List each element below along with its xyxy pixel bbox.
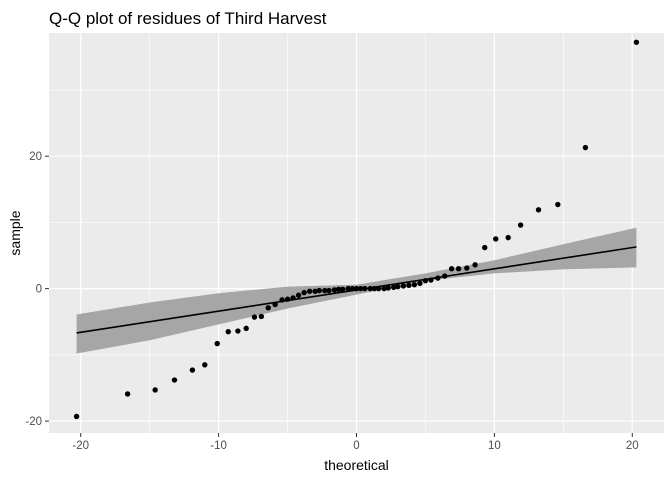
data-points: [73, 39, 640, 420]
data-point: [555, 201, 561, 208]
data-point: [265, 305, 271, 311]
data-point: [472, 262, 478, 268]
y-axis-ticks: -20 0 20: [25, 151, 49, 428]
y-tick-label: 20: [29, 151, 42, 163]
data-point: [290, 295, 296, 301]
x-tick-label: 10: [488, 440, 501, 452]
data-point: [301, 289, 307, 296]
data-point: [214, 340, 220, 347]
chart-title: Q-Q plot of residues of Third Harvest: [49, 9, 327, 28]
y-tick-label: -20: [25, 416, 42, 428]
x-tick-label: 20: [626, 440, 639, 452]
data-point: [505, 234, 511, 241]
data-point: [422, 277, 429, 284]
data-point: [340, 286, 346, 292]
data-point: [391, 284, 397, 291]
data-point: [482, 244, 488, 251]
data-point: [258, 313, 265, 320]
data-point: [395, 283, 401, 290]
y-axis-title: sample: [7, 210, 23, 255]
data-point: [582, 144, 589, 151]
data-point: [312, 288, 318, 294]
data-point: [331, 287, 338, 293]
data-point: [272, 301, 278, 308]
data-point: [316, 287, 322, 294]
x-tick-label: 0: [353, 440, 359, 452]
data-point: [357, 285, 364, 292]
data-point: [464, 265, 470, 271]
data-point: [349, 285, 356, 292]
data-point: [235, 328, 241, 334]
data-point: [335, 286, 342, 292]
x-tick-label: -10: [210, 440, 227, 452]
data-point: [279, 297, 285, 303]
data-point: [284, 296, 291, 302]
x-axis-title: theoretical: [324, 457, 389, 473]
data-point: [345, 285, 351, 292]
y-tick-label: 0: [36, 284, 42, 296]
data-point: [322, 287, 328, 294]
data-point: [353, 285, 360, 292]
data-point: [633, 39, 640, 45]
data-point: [400, 283, 407, 289]
data-point: [171, 377, 178, 383]
data-point: [442, 273, 448, 279]
data-point: [326, 287, 332, 294]
data-point: [428, 277, 434, 283]
data-point: [225, 328, 231, 335]
data-point: [535, 207, 542, 213]
x-tick-label: -20: [72, 440, 89, 452]
data-point: [435, 275, 441, 281]
data-point: [306, 288, 313, 294]
data-point: [381, 285, 387, 292]
data-point: [406, 282, 412, 289]
data-point: [152, 387, 158, 393]
data-point: [202, 362, 208, 368]
data-point: [73, 413, 80, 420]
data-point: [411, 281, 418, 288]
x-axis-ticks: -20 -10 0 10 20: [72, 433, 639, 452]
data-point: [448, 266, 455, 272]
data-point: [417, 280, 423, 287]
data-point: [371, 285, 378, 292]
data-point: [124, 391, 131, 397]
data-point: [362, 285, 368, 292]
data-point: [455, 266, 462, 272]
data-point: [295, 292, 302, 298]
data-point: [385, 285, 391, 291]
data-point: [251, 314, 258, 320]
data-point: [367, 285, 373, 292]
data-point: [493, 236, 499, 242]
data-point: [189, 367, 196, 373]
data-point: [243, 325, 249, 332]
data-point: [375, 285, 382, 292]
data-point: [517, 222, 524, 228]
